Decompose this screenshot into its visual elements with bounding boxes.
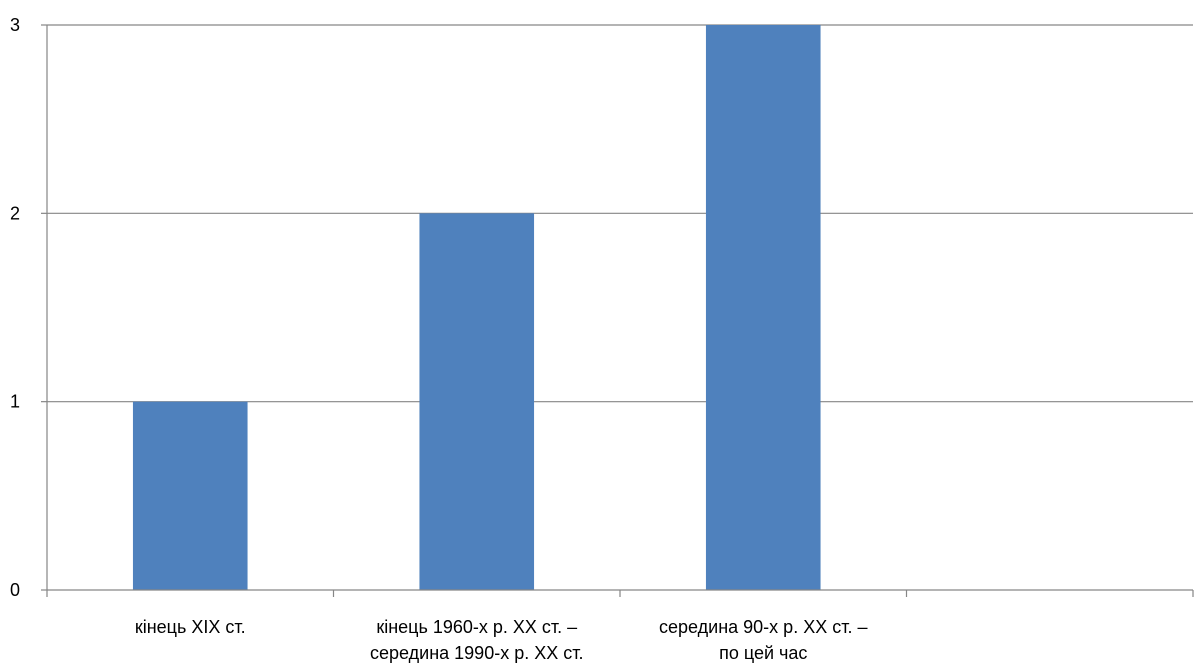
bar <box>132 401 248 590</box>
y-tick-label: 0 <box>10 580 20 600</box>
x-category-label: кінець 1960-х р. XX ст. – <box>376 617 577 637</box>
y-tick-label: 2 <box>10 203 20 223</box>
bars <box>132 25 821 591</box>
x-category-label: по цей час <box>719 643 807 663</box>
y-tick-label: 1 <box>10 392 20 412</box>
x-category-label: середина 90-х р. XX ст. – <box>659 617 867 637</box>
y-tick-label: 3 <box>10 15 20 35</box>
labels: 0 1 2 3 кінець XIX ст. кінець 1960-х р. XX ст… <box>10 15 867 663</box>
bar <box>419 213 535 591</box>
axes <box>41 24 1194 597</box>
bar <box>705 25 821 590</box>
gridlines <box>47 24 1193 403</box>
x-category-label: кінець XIX ст. <box>135 617 246 637</box>
x-category-label: середина 1990-х р. XX ст. <box>370 643 583 663</box>
